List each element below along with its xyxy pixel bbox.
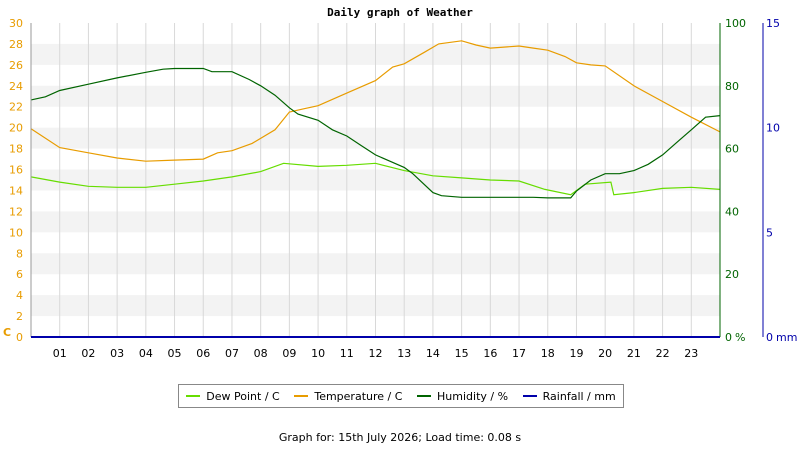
humidity-unit-label: %	[735, 331, 745, 344]
temperature-unit-label: C	[3, 326, 11, 339]
temperature-tick-label: 14	[9, 184, 23, 197]
legend-swatch-rainfall	[522, 395, 537, 397]
footer-status: Graph for: 15th July 2026; Load time: 0.…	[278, 431, 522, 444]
x-tick-label: 13	[397, 347, 411, 360]
x-tick-label: 02	[81, 347, 95, 360]
x-tick-label: 12	[369, 347, 383, 360]
x-tick-label: 08	[254, 347, 268, 360]
rainfall-tick-label: 15	[766, 17, 780, 30]
rainfall-tick-label: 5	[766, 226, 773, 239]
temperature-tick-label: 2	[16, 310, 23, 323]
x-tick-label: 10	[311, 347, 325, 360]
temperature-tick-label: 6	[16, 268, 23, 281]
x-tick-label: 05	[168, 347, 182, 360]
humidity-tick-label: 80	[725, 80, 739, 93]
humidity-tick-label: 60	[725, 143, 739, 156]
temperature-tick-label: 22	[9, 101, 23, 114]
temperature-tick-label: 4	[16, 289, 23, 302]
legend-item-rainfall: Rainfall / mm	[522, 389, 616, 403]
x-tick-label: 03	[110, 347, 124, 360]
x-tick-label: 16	[483, 347, 497, 360]
x-tick-label: 11	[340, 347, 354, 360]
legend-swatch-temperature	[294, 395, 309, 397]
x-tick-label: 04	[139, 347, 153, 360]
x-tick-label: 19	[569, 347, 583, 360]
legend-label-dew-point: Dew Point / C	[206, 389, 280, 403]
rainfall-tick-label: 0	[766, 331, 773, 344]
x-tick-label: 14	[426, 347, 440, 360]
temperature-tick-label: 20	[9, 122, 23, 135]
x-tick-label: 22	[656, 347, 670, 360]
series-line-humidity	[30, 67, 721, 199]
x-tick-label: 17	[512, 347, 526, 360]
temperature-tick-label: 30	[9, 17, 23, 30]
x-tick-label: 20	[598, 347, 612, 360]
x-tick-label: 15	[455, 347, 469, 360]
x-tick-label: 21	[627, 347, 641, 360]
humidity-tick-label: 40	[725, 205, 739, 218]
x-tick-label: 07	[225, 347, 239, 360]
x-tick-label: 06	[196, 347, 210, 360]
legend-swatch-humidity	[417, 395, 432, 397]
humidity-tick-label: 20	[725, 268, 739, 281]
rainfall-unit-label: mm	[776, 331, 797, 344]
legend: Dew Point / C Temperature / C Humidity /…	[178, 384, 624, 408]
legend-label-humidity: Humidity / %	[437, 389, 509, 403]
temperature-tick-label: 16	[9, 164, 23, 177]
rainfall-tick-label: 10	[766, 122, 780, 135]
temperature-tick-label: 0	[16, 331, 23, 344]
series-line-temperature	[30, 40, 721, 162]
legend-label-rainfall: Rainfall / mm	[542, 389, 616, 403]
legend-swatch-dew-point	[186, 395, 201, 397]
series-line-dew	[30, 162, 721, 196]
temperature-tick-label: 28	[9, 38, 23, 51]
x-tick-label: 01	[53, 347, 67, 360]
legend-item-temperature: Temperature / C	[294, 390, 402, 403]
temperature-tick-label: 18	[9, 143, 23, 156]
temperature-tick-label: 26	[9, 59, 23, 72]
chart-title: Daily graph of Weather	[327, 6, 473, 19]
legend-label-temperature: Temperature / C	[314, 389, 403, 403]
temperature-tick-label: 12	[9, 205, 23, 218]
humidity-tick-label: 100	[725, 17, 746, 30]
legend-item-dew-point: Dew Point / C	[186, 389, 280, 403]
temperature-tick-label: 24	[9, 80, 23, 93]
legend-item-humidity: Humidity / %	[417, 390, 508, 403]
temperature-tick-label: 10	[9, 226, 23, 239]
humidity-tick-label: 0	[725, 331, 732, 344]
axes	[30, 23, 764, 338]
x-tick-label: 18	[541, 347, 555, 360]
temperature-tick-label: 8	[16, 247, 23, 260]
x-tick-label: 09	[282, 347, 296, 360]
x-tick-label: 23	[684, 347, 698, 360]
